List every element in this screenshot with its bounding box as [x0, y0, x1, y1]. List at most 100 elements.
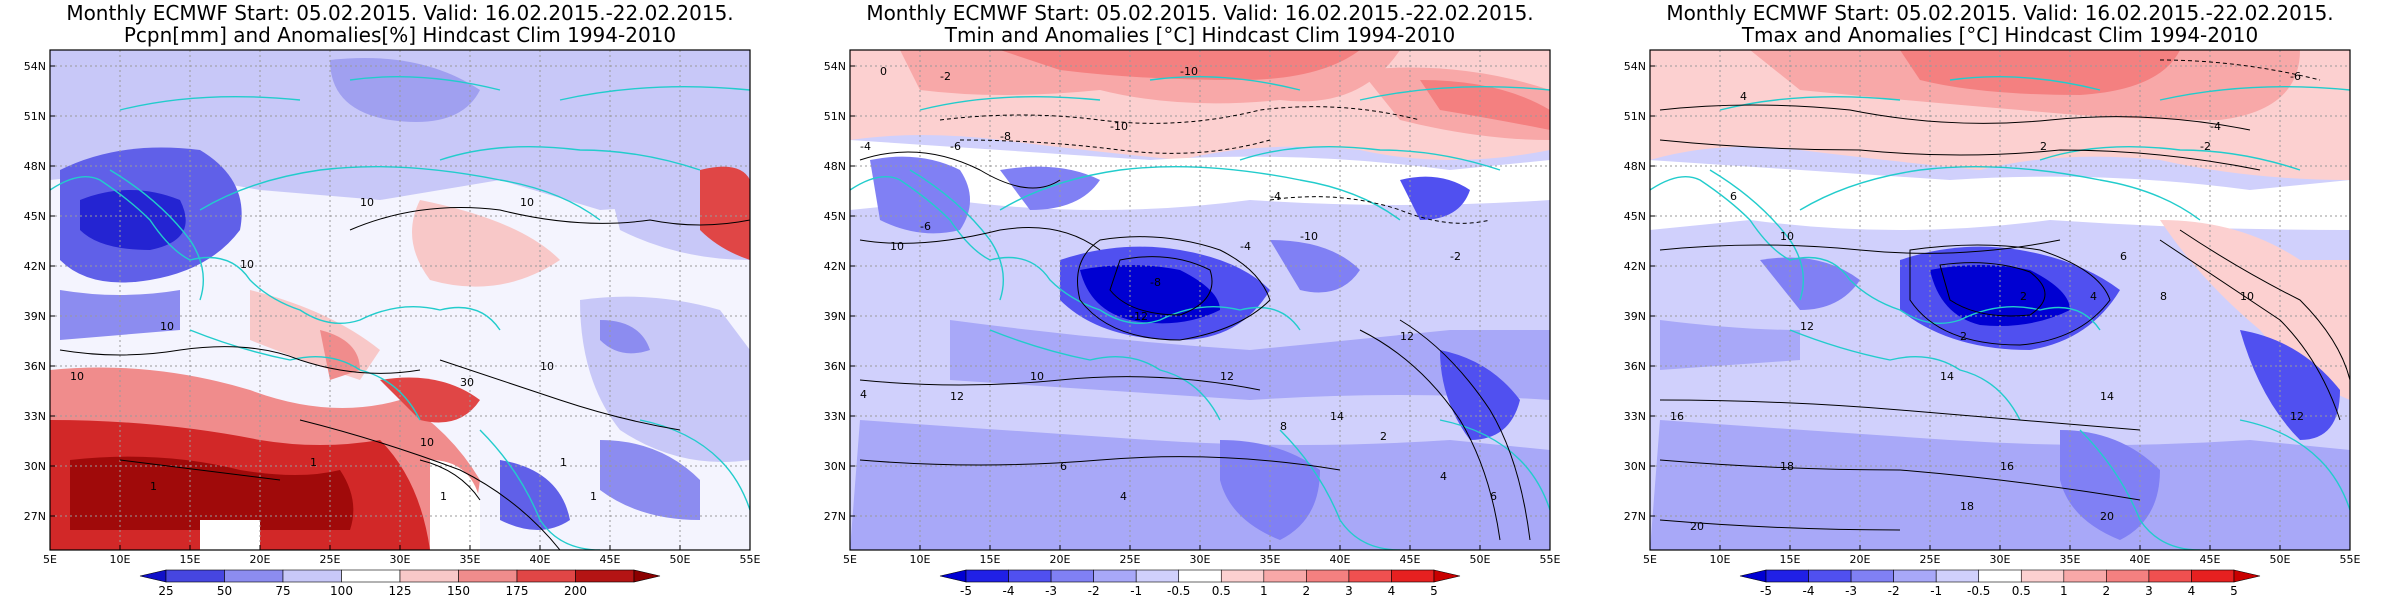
lon-label: 50E	[670, 553, 691, 566]
colorbar-label: 2	[2103, 584, 2111, 598]
colorbar-label: 3	[2145, 584, 2153, 598]
colorbar-segment	[1935, 569, 1980, 583]
lon-label: 25E	[320, 553, 341, 566]
colorbar-label: -0.5	[1167, 584, 1190, 598]
colorbar-tmin: -5 -4 -3 -2 -1 -0.5 0.5 1 2 3 4 5	[939, 569, 1461, 598]
contour-label: 14	[2100, 390, 2114, 403]
lat-axis: 54N 51N 48N 45N 42N 39N 36N 33N 30N 27N	[1624, 60, 1655, 523]
lat-label: 54N	[1624, 60, 1646, 73]
colorbar-label: -4	[1803, 584, 1815, 598]
contour-label: 4	[1740, 90, 1747, 103]
colorbar-segment	[282, 569, 342, 583]
lat-label: 27N	[824, 510, 846, 523]
contour-label: 10	[890, 240, 904, 253]
contour-label: -2	[1450, 250, 1461, 263]
contour-label: 2	[1960, 330, 1967, 343]
contour-label: 12	[1220, 370, 1234, 383]
lat-label: 36N	[824, 360, 846, 373]
colorbar-segment	[1808, 569, 1852, 583]
lat-label: 30N	[824, 460, 846, 473]
lat-label: 36N	[1624, 360, 1646, 373]
lat-label: 27N	[24, 510, 46, 523]
colorbar-segment	[2063, 569, 2107, 583]
lon-label: 10E	[110, 553, 131, 566]
colorbar-label: -2	[1888, 584, 1900, 598]
contour-label: 1	[150, 480, 157, 493]
contour-label: 10	[1780, 230, 1794, 243]
contour-label: -6	[920, 220, 931, 233]
colorbar-label: 50	[217, 584, 232, 598]
lat-label: 48N	[1624, 160, 1646, 173]
lat-axis: 54N 51N 48N 45N 42N 39N 36N 33N 30N 27N	[24, 60, 55, 523]
colorbar-segment	[458, 569, 518, 583]
colorbar-segment	[1850, 569, 1894, 583]
contour-label: -4	[860, 140, 871, 153]
lon-label: 35E	[460, 553, 481, 566]
contour-label: -4	[2210, 120, 2221, 133]
colorbar-segment	[2233, 569, 2261, 583]
lon-label: 50E	[1470, 553, 1491, 566]
lat-label: 39N	[1624, 310, 1646, 323]
contour-label: 1	[590, 490, 597, 503]
contour-label: -10	[1180, 65, 1198, 78]
colorbar-segment	[939, 569, 967, 583]
lon-label: 45E	[1400, 553, 1421, 566]
colorbar-label: 150	[447, 584, 470, 598]
contour-label: -6	[2290, 70, 2301, 83]
colorbar-label: 0.5	[2012, 584, 2031, 598]
lat-label: 39N	[824, 310, 846, 323]
lat-label: 33N	[824, 410, 846, 423]
lat-label: 54N	[24, 60, 46, 73]
colorbar-segment	[575, 569, 635, 583]
colorbar-label: 100	[330, 584, 353, 598]
contour-label: -8	[1150, 276, 1161, 289]
colorbar-label: 125	[389, 584, 412, 598]
contour-label: 0	[880, 65, 887, 78]
colorbar-segment	[1433, 569, 1461, 583]
contour-label: -4	[1240, 240, 1251, 253]
colorbar-segment	[2191, 569, 2235, 583]
lat-label: 51N	[824, 110, 846, 123]
colorbar-label: 200	[564, 584, 587, 598]
contour-label: 1	[440, 490, 447, 503]
contour-label: 12	[2290, 410, 2304, 423]
colorbar-label: -3	[1845, 584, 1857, 598]
colorbar-tmax: -5 -4 -3 -2 -1 -0.5 0.5 1 2 3 4 5	[1739, 569, 2261, 598]
lon-label: 55E	[2340, 553, 2361, 566]
lon-axis: 5E 10E 15E 20E 25E 30E 35E 40E 45E 50E 55E	[43, 545, 761, 566]
contour-labels: 10 10 10 10 10 30 10 1 1 1 1 1 10	[70, 196, 597, 503]
lon-label: 35E	[2060, 553, 2081, 566]
colorbar-label: -3	[1045, 584, 1057, 598]
colorbar-segment	[1765, 569, 1809, 583]
lat-label: 45N	[24, 210, 46, 223]
lat-label: 42N	[824, 260, 846, 273]
lat-label: 42N	[24, 260, 46, 273]
colorbar-label: 1	[1260, 584, 1268, 598]
colorbar-segment	[2106, 569, 2150, 583]
contour-label: 10	[240, 258, 254, 271]
lat-label: 33N	[1624, 410, 1646, 423]
colorbar-segment	[1135, 569, 1180, 583]
lat-axis: 54N 51N 48N 45N 42N 39N 36N 33N 30N 27N	[824, 60, 855, 523]
colorbar-segment	[516, 569, 576, 583]
contour-label: 6	[2120, 250, 2127, 263]
colorbar-label: 2	[1303, 584, 1311, 598]
lat-label: 39N	[24, 310, 46, 323]
contour-label: 12	[950, 390, 964, 403]
colorbar-segment	[2148, 569, 2192, 583]
lon-axis: 5E 10E 15E 20E 25E 30E 35E 40E 45E 50E 55E	[843, 545, 1561, 566]
lon-label: 15E	[980, 553, 1001, 566]
lon-label: 10E	[1710, 553, 1731, 566]
contour-label: 12	[1800, 320, 1814, 333]
colorbar-label: -0.5	[1967, 584, 1990, 598]
contour-label: 2	[2040, 140, 2047, 153]
colorbar-segment	[1306, 569, 1350, 583]
map-tmin: 0 -2 -10 -4 -6 -8 -10 -4 -6 -10 -12 -8 -…	[824, 49, 1561, 598]
panel-tmin: Monthly ECMWF Start: 05.02.2015. Valid: …	[800, 0, 1600, 600]
map-precipitation: 10 10 10 10 10 30 10 1 1 1 1 1 10 54N 51N…	[24, 49, 761, 598]
colorbar-segment	[2020, 569, 2065, 583]
contour-label: -2	[940, 70, 951, 83]
colorbar-segment	[1263, 569, 1307, 583]
lon-label: 55E	[1540, 553, 1561, 566]
lon-label: 40E	[530, 553, 551, 566]
